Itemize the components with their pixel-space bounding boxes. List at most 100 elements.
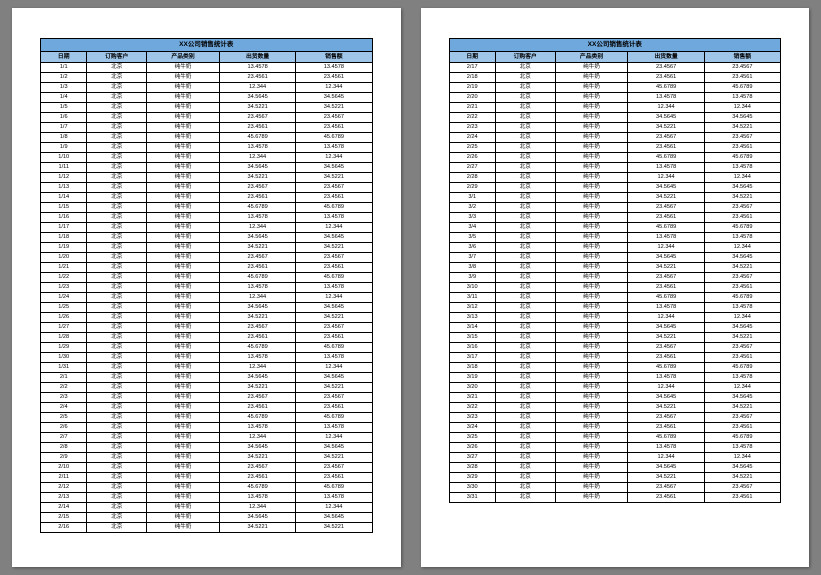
table-cell: 23.4561 bbox=[296, 123, 372, 133]
table-row: 2/6北京纯牛奶13.457813.4578 bbox=[41, 423, 373, 433]
table-cell: 北京 bbox=[495, 433, 555, 443]
table-cell: 3/6 bbox=[449, 243, 495, 253]
table-cell: 13.4578 bbox=[628, 233, 704, 243]
table-row: 1/22北京纯牛奶45.678945.6789 bbox=[41, 273, 373, 283]
table-cell: 2/9 bbox=[41, 453, 87, 463]
table-cell: 纯牛奶 bbox=[147, 203, 220, 213]
table-row: 3/6北京纯牛奶12.34412.344 bbox=[449, 243, 781, 253]
table-cell: 3/30 bbox=[449, 483, 495, 493]
table-cell: 34.5645 bbox=[628, 183, 704, 193]
table-cell: 北京 bbox=[87, 93, 147, 103]
table-cell: 纯牛奶 bbox=[555, 223, 628, 233]
table-cell: 45.6789 bbox=[628, 83, 704, 93]
table-row: 1/20北京纯牛奶23.456723.4567 bbox=[41, 253, 373, 263]
table-cell: 3/9 bbox=[449, 273, 495, 283]
table-cell: 34.5645 bbox=[704, 393, 780, 403]
table-cell: 34.5221 bbox=[628, 193, 704, 203]
table-row: 1/14北京纯牛奶23.456123.4561 bbox=[41, 193, 373, 203]
table-cell: 纯牛奶 bbox=[555, 63, 628, 73]
table-cell: 23.4561 bbox=[296, 193, 372, 203]
table-cell: 北京 bbox=[495, 383, 555, 393]
table-cell: 北京 bbox=[495, 103, 555, 113]
table-cell: 2/4 bbox=[41, 403, 87, 413]
table-cell: 34.5645 bbox=[628, 463, 704, 473]
table-row: 3/8北京纯牛奶34.522134.5221 bbox=[449, 263, 781, 273]
table-cell: 北京 bbox=[87, 373, 147, 383]
table-cell: 2/7 bbox=[41, 433, 87, 443]
table-cell: 纯牛奶 bbox=[555, 453, 628, 463]
page-1: XX公司销售统计表 日期订购客户产品类别出货数量销售额 1/1北京纯牛奶13.4… bbox=[12, 8, 401, 567]
table-cell: 纯牛奶 bbox=[147, 113, 220, 123]
table-row: 3/1北京纯牛奶34.522134.5221 bbox=[449, 193, 781, 203]
table-cell: 12.344 bbox=[704, 243, 780, 253]
table-header-row: 日期订购客户产品类别出货数量销售额 bbox=[41, 52, 373, 63]
table-cell: 45.6789 bbox=[704, 293, 780, 303]
table-cell: 纯牛奶 bbox=[147, 223, 220, 233]
table-cell: 2/19 bbox=[449, 83, 495, 93]
table-row: 1/16北京纯牛奶13.457813.4578 bbox=[41, 213, 373, 223]
table-cell: 23.4561 bbox=[704, 143, 780, 153]
table-cell: 纯牛奶 bbox=[555, 493, 628, 503]
table-cell: 纯牛奶 bbox=[147, 233, 220, 243]
table-cell: 3/14 bbox=[449, 323, 495, 333]
table-row: 1/28北京纯牛奶23.456123.4561 bbox=[41, 333, 373, 343]
table-cell: 纯牛奶 bbox=[147, 493, 220, 503]
table-cell: 纯牛奶 bbox=[555, 433, 628, 443]
table-cell: 12.344 bbox=[628, 173, 704, 183]
table-row: 1/24北京纯牛奶12.34412.344 bbox=[41, 293, 373, 303]
table-row: 3/9北京纯牛奶23.456723.4567 bbox=[449, 273, 781, 283]
table-cell: 2/2 bbox=[41, 383, 87, 393]
table-cell: 纯牛奶 bbox=[147, 153, 220, 163]
table-row: 3/16北京纯牛奶23.456723.4567 bbox=[449, 343, 781, 353]
table-cell: 1/15 bbox=[41, 203, 87, 213]
table-cell: 1/2 bbox=[41, 73, 87, 83]
table-row: 3/4北京纯牛奶45.678945.6789 bbox=[449, 223, 781, 233]
table-row: 2/4北京纯牛奶23.456123.4561 bbox=[41, 403, 373, 413]
table-cell: 45.6789 bbox=[219, 133, 295, 143]
table-cell: 13.4578 bbox=[628, 373, 704, 383]
table-cell: 北京 bbox=[87, 143, 147, 153]
table-cell: 23.4561 bbox=[296, 473, 372, 483]
table-cell: 北京 bbox=[495, 333, 555, 343]
table-cell: 23.4567 bbox=[628, 63, 704, 73]
table-row: 1/2北京纯牛奶23.456123.4561 bbox=[41, 73, 373, 83]
table-cell: 23.4561 bbox=[296, 73, 372, 83]
table-cell: 北京 bbox=[495, 283, 555, 293]
table-row: 3/30北京纯牛奶23.456723.4567 bbox=[449, 483, 781, 493]
table-cell: 纯牛奶 bbox=[147, 163, 220, 173]
table-cell: 1/30 bbox=[41, 353, 87, 363]
table-cell: 34.5221 bbox=[704, 473, 780, 483]
table-cell: 3/25 bbox=[449, 433, 495, 443]
table-cell: 23.4567 bbox=[628, 483, 704, 493]
table-cell: 12.344 bbox=[628, 103, 704, 113]
table-cell: 2/17 bbox=[449, 63, 495, 73]
table-cell: 34.5221 bbox=[628, 473, 704, 483]
table-cell: 23.4561 bbox=[704, 73, 780, 83]
column-header: 日期 bbox=[449, 52, 495, 63]
table-cell: 纯牛奶 bbox=[147, 363, 220, 373]
page-2: XX公司销售统计表 日期订购客户产品类别出货数量销售额 2/17北京纯牛奶23.… bbox=[421, 8, 810, 567]
table-cell: 12.344 bbox=[704, 313, 780, 323]
table-cell: 13.4578 bbox=[219, 143, 295, 153]
table-cell: 13.4578 bbox=[296, 283, 372, 293]
table-cell: 北京 bbox=[495, 443, 555, 453]
table-cell: 1/23 bbox=[41, 283, 87, 293]
table-cell: 纯牛奶 bbox=[147, 463, 220, 473]
table-row: 1/15北京纯牛奶45.678945.6789 bbox=[41, 203, 373, 213]
table-cell: 1/8 bbox=[41, 133, 87, 143]
table-cell: 北京 bbox=[495, 173, 555, 183]
table-cell: 13.4578 bbox=[704, 443, 780, 453]
table-cell: 45.6789 bbox=[704, 223, 780, 233]
table-cell: 45.6789 bbox=[704, 433, 780, 443]
table-cell: 34.5645 bbox=[219, 513, 295, 523]
table-cell: 34.5645 bbox=[296, 373, 372, 383]
table-header-row: 日期订购客户产品类别出货数量销售额 bbox=[449, 52, 781, 63]
table-cell: 34.5221 bbox=[704, 403, 780, 413]
table-cell: 2/26 bbox=[449, 153, 495, 163]
table-row: 2/17北京纯牛奶23.456723.4567 bbox=[449, 63, 781, 73]
table-cell: 纯牛奶 bbox=[147, 73, 220, 83]
table-cell: 北京 bbox=[495, 293, 555, 303]
table-row: 3/2北京纯牛奶23.456723.4567 bbox=[449, 203, 781, 213]
table-cell: 12.344 bbox=[704, 173, 780, 183]
table-cell: 34.5221 bbox=[219, 523, 295, 533]
